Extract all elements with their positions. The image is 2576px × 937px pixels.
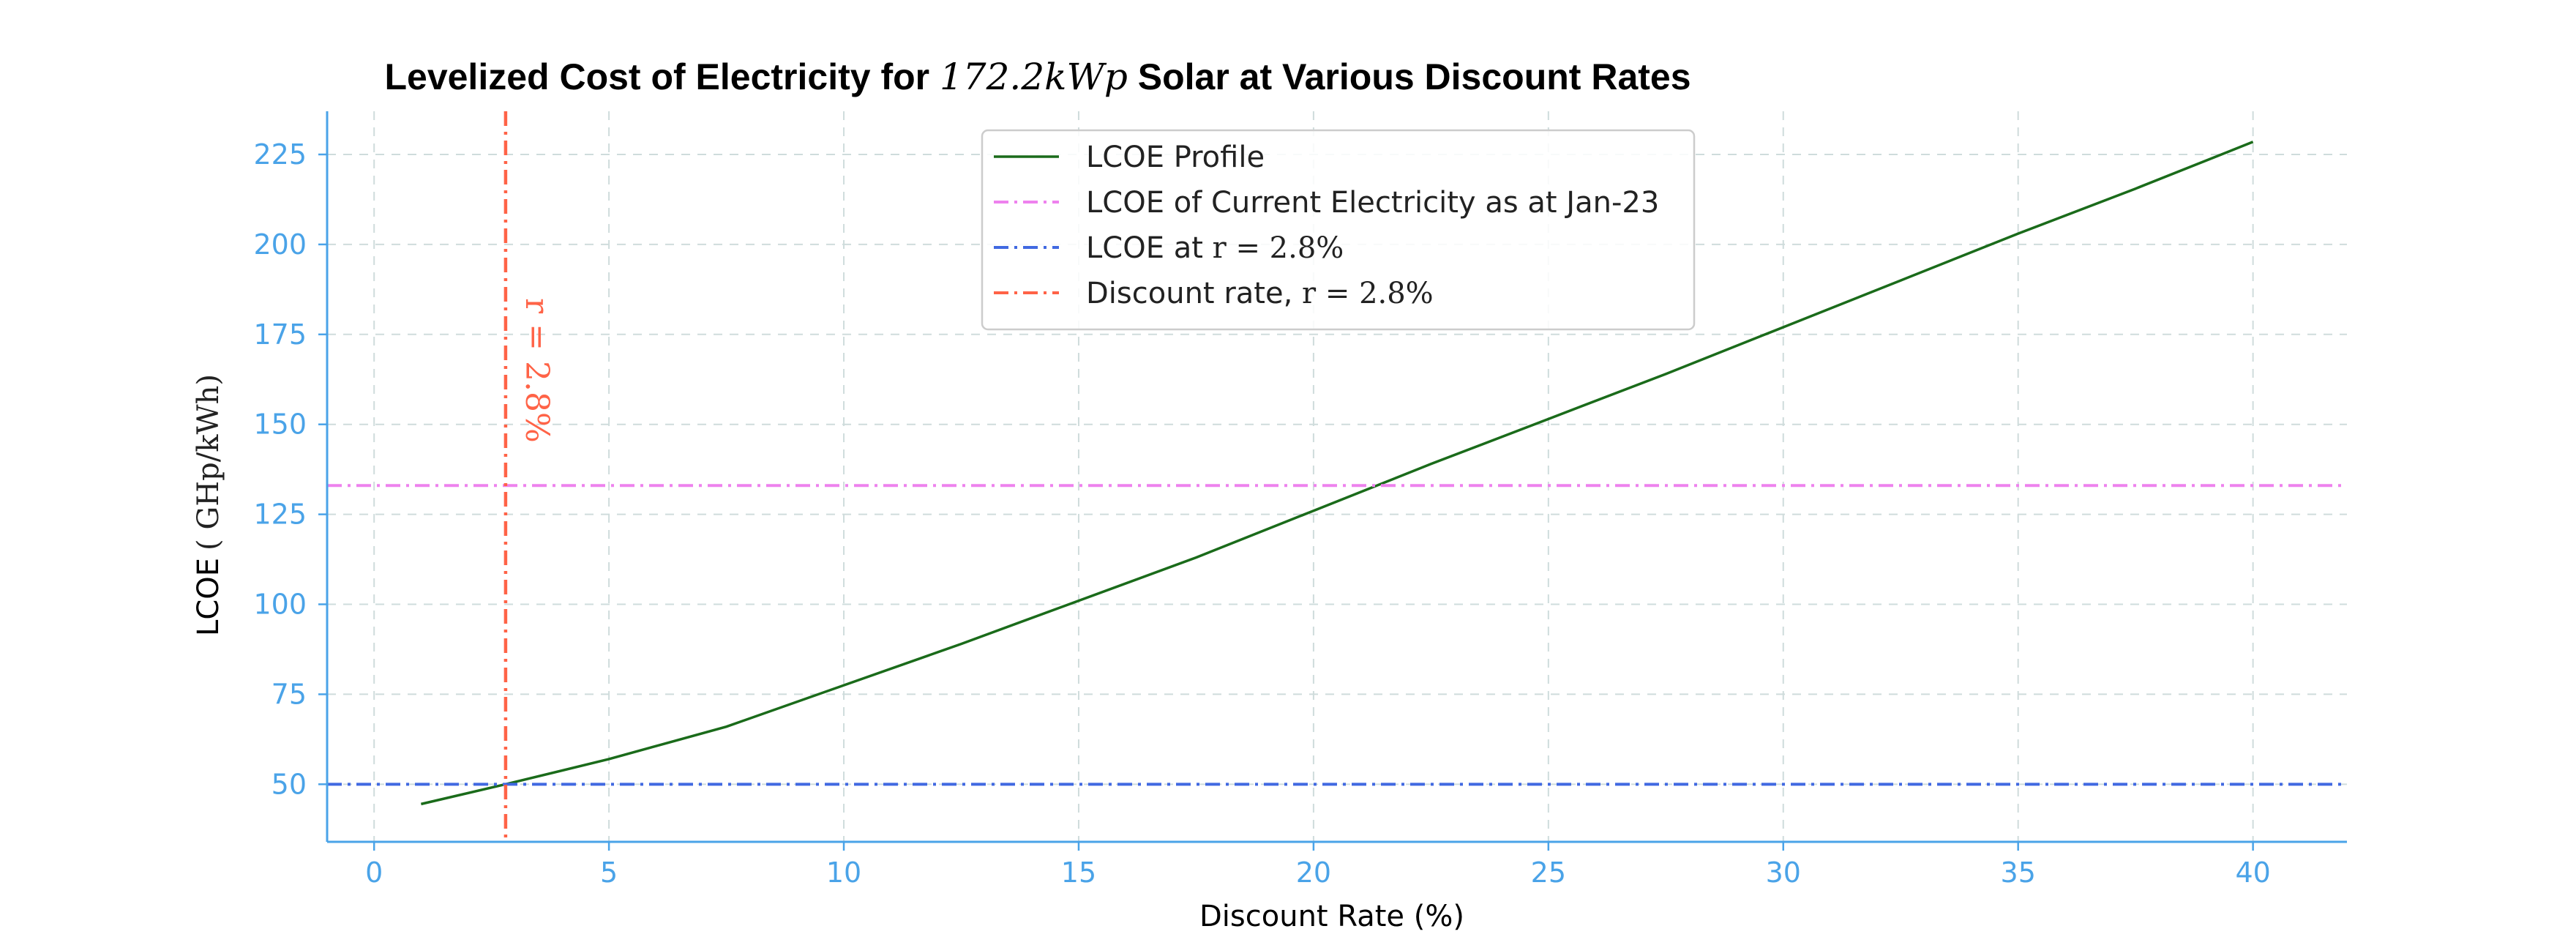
chart-title-suffix: Solar at Various Discount Rates bbox=[1128, 56, 1691, 97]
y-tick-label: 125 bbox=[253, 499, 307, 531]
x-tick-label: 10 bbox=[826, 856, 861, 889]
legend-label-text: Discount rate, bbox=[1086, 277, 1302, 310]
x-tick-label: 15 bbox=[1061, 856, 1096, 889]
x-tick-label: 25 bbox=[1531, 856, 1566, 889]
x-tick-label: 20 bbox=[1296, 856, 1331, 889]
chart-title: Levelized Cost of Electricity for 172.2k… bbox=[384, 56, 1690, 98]
series-layer bbox=[327, 111, 2347, 842]
y-axis-label-text: LCOE bbox=[192, 558, 225, 636]
y-tick-label: 150 bbox=[253, 408, 307, 441]
y-tick-label: 225 bbox=[253, 138, 307, 171]
y-axis-label: LCOE ( GHp/kWh) bbox=[192, 374, 225, 636]
legend-label-text: LCOE at bbox=[1086, 231, 1213, 265]
y-tick-label: 50 bbox=[272, 768, 307, 800]
ticks: 0 5 10 15 20 25 30 35 40 50 75 100 125 150 175 200 225 bbox=[253, 138, 2270, 889]
legend-label: Discount rate, r = 2.8% bbox=[1086, 277, 1434, 310]
y-tick-label: 175 bbox=[253, 318, 307, 351]
vline-annotation: r = 2.8% bbox=[518, 298, 555, 443]
y-tick-label: 100 bbox=[253, 589, 307, 621]
y-tick-label: 75 bbox=[272, 678, 307, 710]
x-tick-label: 30 bbox=[1766, 856, 1801, 889]
axes bbox=[326, 111, 2347, 843]
y-axis-label-unit: ( GHp/kWh) bbox=[192, 374, 225, 550]
legend-label: LCOE at r = 2.8% bbox=[1086, 231, 1344, 265]
legend: LCOE Profile LCOE of Current Electricity … bbox=[981, 129, 1696, 331]
legend-label: LCOE Profile bbox=[1086, 141, 1265, 174]
legend-label: LCOE of Current Electricity as at Jan-23 bbox=[1086, 186, 1659, 220]
legend-label-text: LCOE Profile bbox=[1086, 141, 1265, 174]
x-tick-label: 0 bbox=[365, 856, 383, 889]
y-tick-label: 200 bbox=[253, 228, 307, 261]
x-axis-label: Discount Rate (%) bbox=[1199, 900, 1464, 933]
legend-label-math: r = 2.8% bbox=[1213, 231, 1344, 265]
x-tick-label: 40 bbox=[2235, 856, 2270, 889]
legend-label-math: r = 2.8% bbox=[1302, 277, 1434, 310]
legend-label-text: LCOE of Current Electricity as at Jan-23 bbox=[1086, 186, 1659, 220]
annotations: r = 2.8% bbox=[518, 298, 555, 443]
x-tick-label: 5 bbox=[600, 856, 618, 889]
chart-title-prefix: Levelized Cost of Electricity for bbox=[384, 56, 940, 97]
series-line-lcoe-profile bbox=[420, 141, 2254, 806]
chart-title-math: 172.2kWp bbox=[940, 56, 1128, 98]
legend-box bbox=[981, 129, 1696, 331]
x-tick-label: 35 bbox=[2001, 856, 2036, 889]
